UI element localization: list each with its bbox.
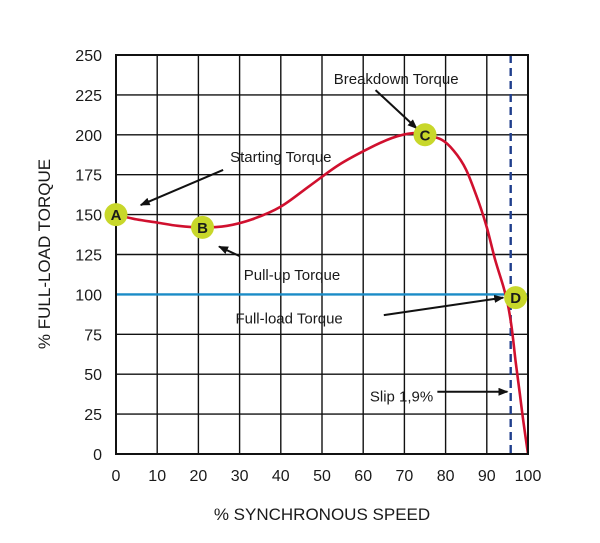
y-tick-label: 200 bbox=[75, 128, 102, 145]
y-tick-label: 225 bbox=[75, 88, 102, 105]
annotation-text: Slip 1,9% bbox=[370, 389, 433, 406]
key-points: A B C D bbox=[104, 123, 528, 310]
x-tick-label: 20 bbox=[190, 468, 208, 485]
annotations: Starting Torque Breakdown Torque Pull-up T… bbox=[139, 71, 509, 406]
point-marker bbox=[413, 123, 437, 147]
point-label: B bbox=[197, 220, 208, 237]
point-marker bbox=[104, 203, 128, 227]
point-c: C bbox=[413, 123, 437, 147]
y-axis-label: % FULL-LOAD TORQUE bbox=[35, 159, 54, 349]
x-tick-label: 80 bbox=[437, 468, 455, 485]
y-tick-label: 175 bbox=[75, 168, 102, 185]
x-axis-label: % SYNCHRONOUS SPEED bbox=[214, 505, 430, 524]
y-tick-label: 150 bbox=[75, 208, 102, 225]
point-label: A bbox=[111, 207, 122, 224]
point-a: A bbox=[104, 203, 128, 227]
x-tick-label: 30 bbox=[231, 468, 249, 485]
x-tick-label: 10 bbox=[148, 468, 166, 485]
x-tick-label: 100 bbox=[515, 468, 542, 485]
y-tick-label: 125 bbox=[75, 248, 102, 265]
point-d: D bbox=[504, 286, 528, 310]
y-tick-label: 0 bbox=[93, 447, 102, 464]
x-tick-label: 90 bbox=[478, 468, 496, 485]
y-tick-label: 100 bbox=[75, 287, 102, 304]
annotation-arrow bbox=[218, 245, 241, 258]
grid bbox=[116, 55, 528, 454]
point-marker bbox=[191, 215, 215, 239]
plot-frame bbox=[115, 54, 529, 455]
y-tick-label: 25 bbox=[84, 407, 102, 424]
tick-labels: 0 10 20 30 40 50 60 70 80 90 100 0 25 50 75 100 125 150 17… bbox=[75, 48, 541, 485]
x-tick-label: 40 bbox=[272, 468, 290, 485]
annotation-text: Full-load Torque bbox=[235, 310, 342, 327]
point-marker bbox=[504, 286, 528, 310]
annotation-arrow bbox=[374, 89, 418, 130]
annotation-arrow bbox=[383, 294, 505, 317]
point-label: D bbox=[510, 290, 521, 307]
annotation-text: Starting Torque bbox=[230, 149, 331, 166]
x-tick-label: 70 bbox=[396, 468, 414, 485]
y-tick-label: 50 bbox=[84, 367, 102, 384]
x-tick-label: 60 bbox=[354, 468, 372, 485]
annotation-arrow bbox=[139, 168, 224, 206]
point-b: B bbox=[191, 215, 215, 239]
annotation-text: Pull-up Torque bbox=[244, 267, 340, 284]
point-label: C bbox=[420, 127, 431, 144]
annotation-text: Breakdown Torque bbox=[334, 71, 459, 88]
x-tick-label: 0 bbox=[112, 468, 121, 485]
x-tick-label: 50 bbox=[313, 468, 331, 485]
y-tick-label: 75 bbox=[84, 327, 102, 344]
reference-lines bbox=[116, 55, 528, 454]
y-tick-label: 250 bbox=[75, 48, 102, 65]
